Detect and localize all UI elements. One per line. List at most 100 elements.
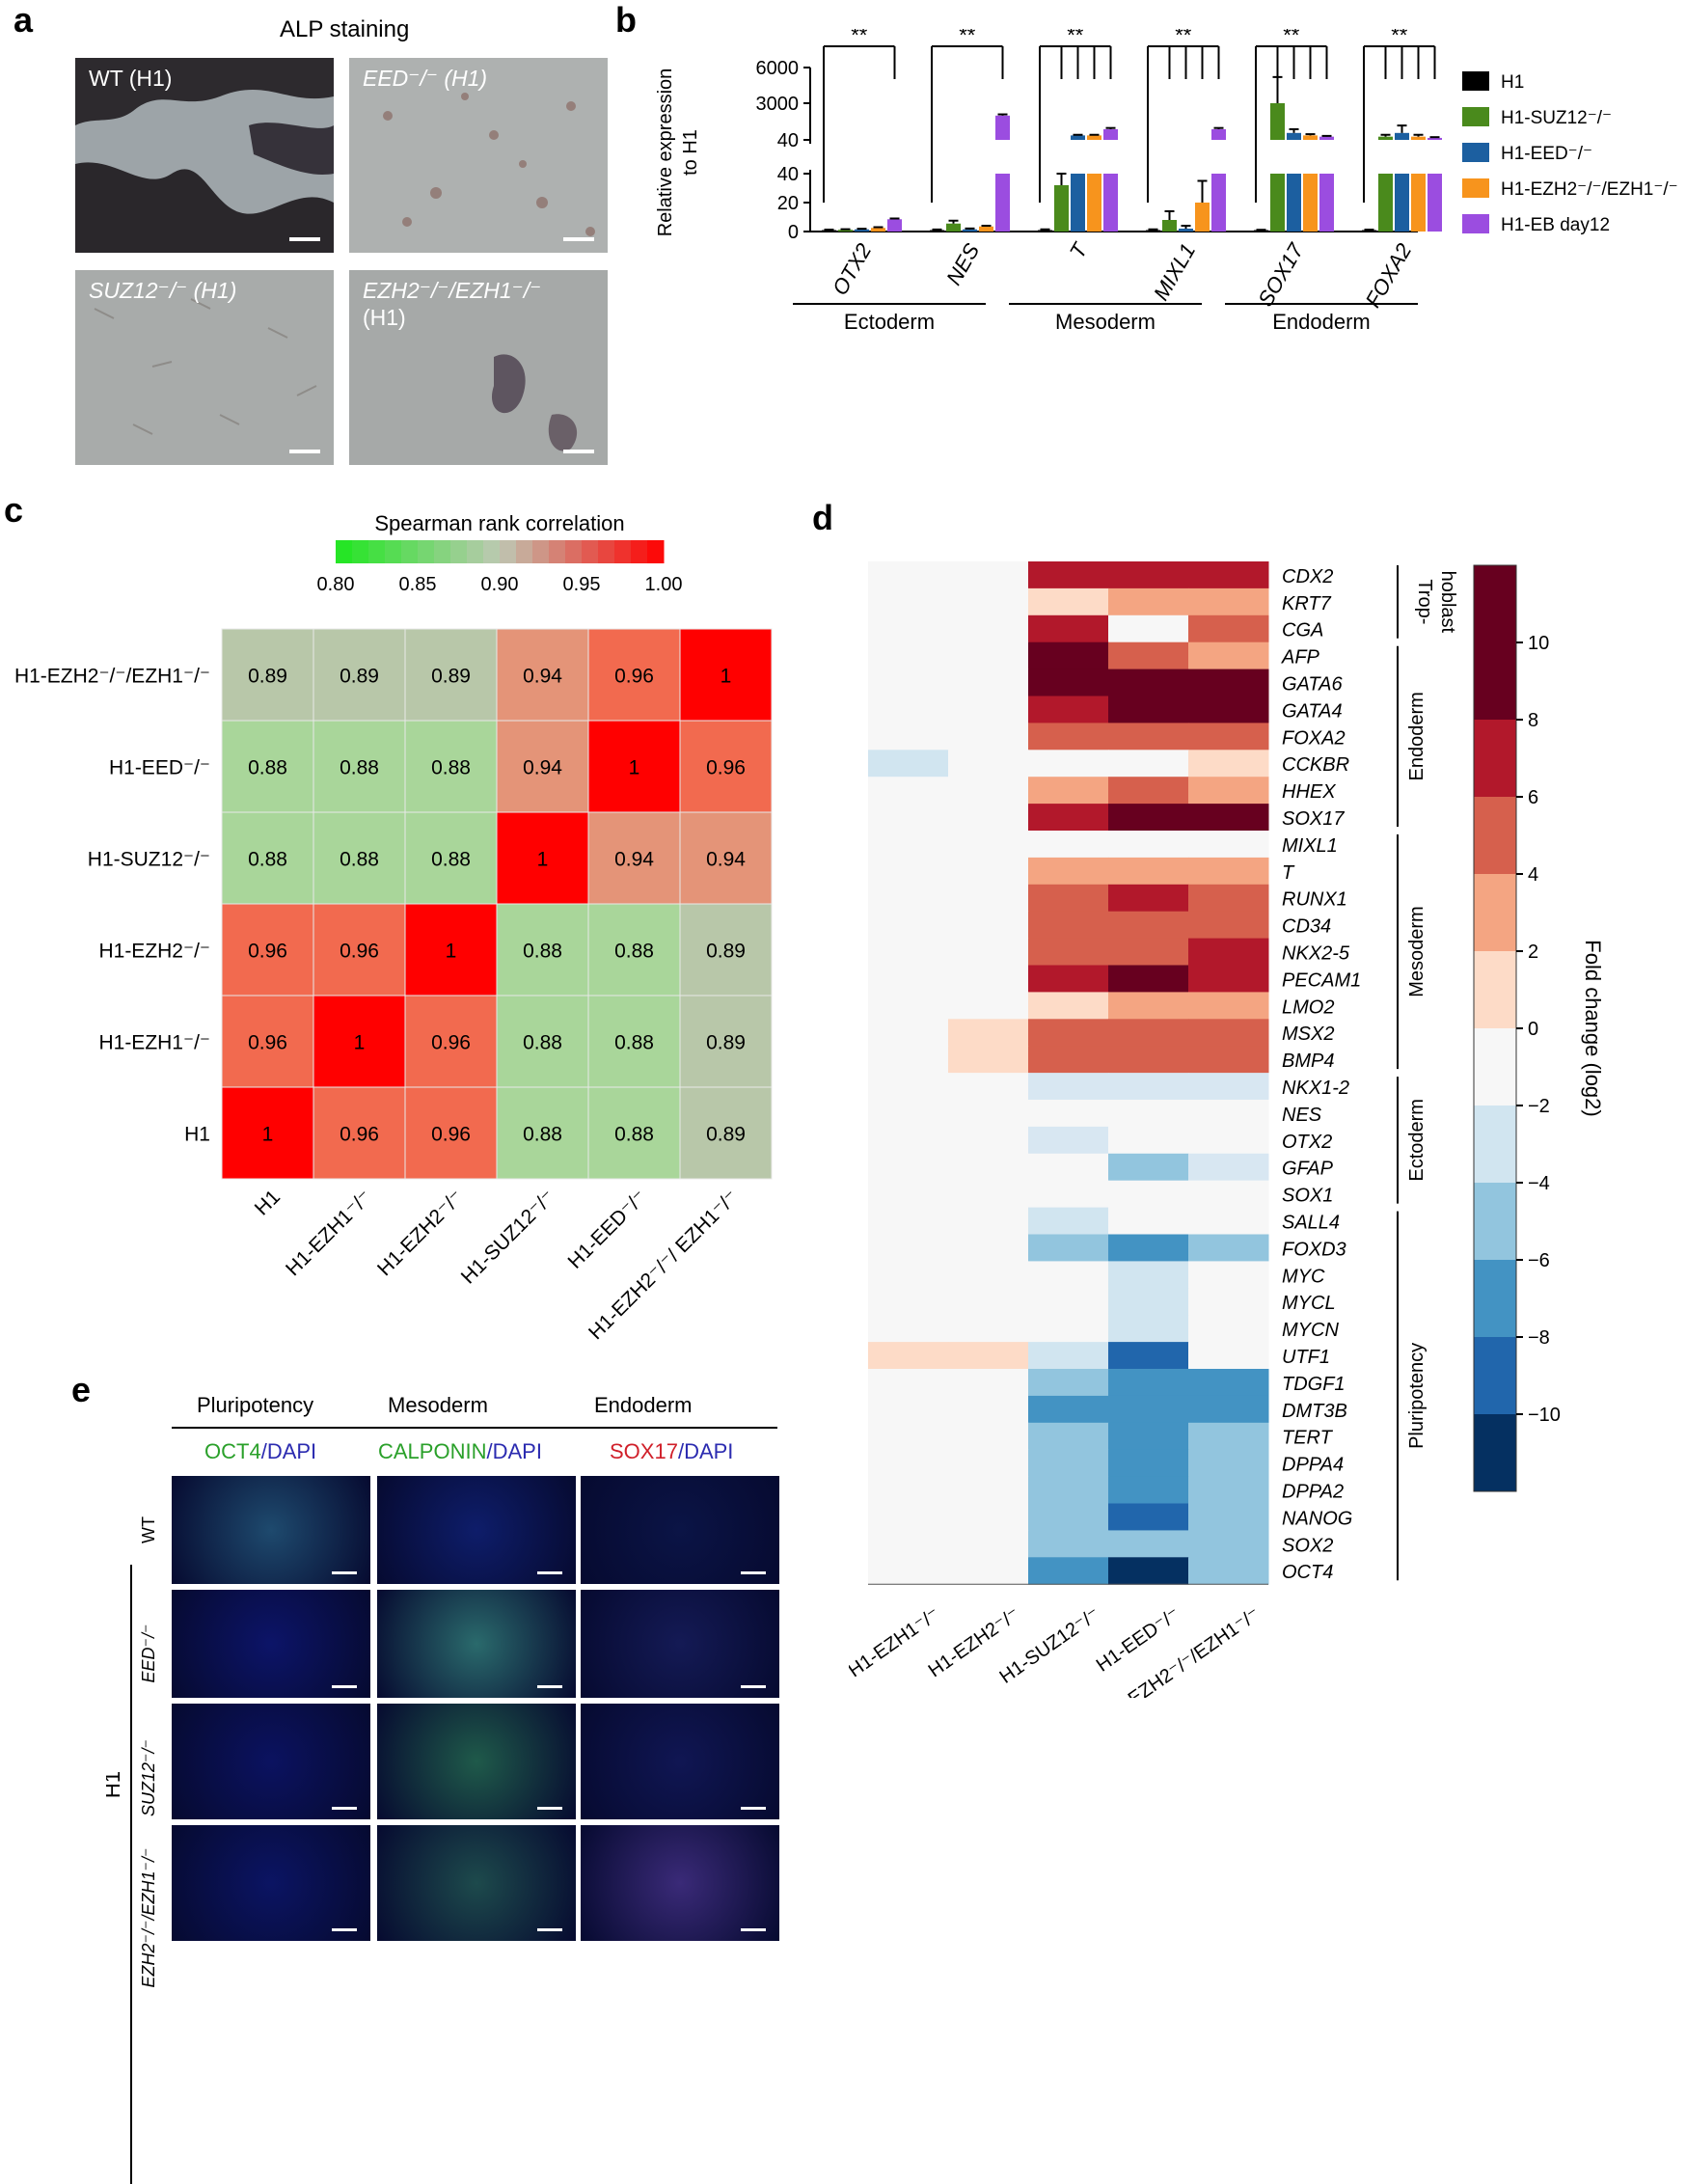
- b-bar-upper: [1303, 135, 1318, 140]
- c-cell-value: 0.94: [523, 666, 562, 688]
- d-heatmap-cell: [1188, 831, 1269, 859]
- c-colorbar-cell: [549, 540, 566, 563]
- scale-bar: [741, 1571, 766, 1574]
- d-heatmap-cell: [1188, 1422, 1269, 1451]
- alp-photo-ezh2-ezh1: EZH2⁻/⁻/EZH1⁻/⁻ (H1): [349, 270, 608, 465]
- b-bar-upper: [995, 115, 1010, 140]
- alp-label-eed: EED⁻/⁻ (H1): [363, 66, 488, 91]
- c-colorbar-cell: [352, 540, 369, 563]
- d-colorbar-cell: [1474, 1260, 1516, 1338]
- c-heatmap-cell: [404, 903, 498, 996]
- c-col-label: H1-SUZ12⁻/⁻: [457, 1186, 559, 1288]
- b-ytick-label: 6000: [756, 58, 800, 79]
- d-heatmap-cell: [1108, 1100, 1189, 1128]
- d-heatmap-cell: [1108, 1503, 1189, 1531]
- d-row-label: MYCL: [1282, 1293, 1336, 1314]
- d-colorbar-tick-label: −6: [1528, 1250, 1550, 1271]
- b-bar-upper: [1287, 132, 1301, 140]
- b-bar: [1428, 174, 1442, 232]
- d-heatmap-cell: [1188, 1153, 1269, 1182]
- d-heatmap-cell: [1108, 1395, 1189, 1424]
- if-image-tile: [377, 1590, 576, 1698]
- b-bar-upper: [1087, 135, 1101, 140]
- d-row-label: CDX2: [1282, 566, 1333, 587]
- if-image-tile: [581, 1590, 779, 1698]
- d-heatmap-cell: [1028, 1126, 1109, 1155]
- scale-bar: [741, 1807, 766, 1810]
- c-cell-value: 0.96: [431, 1032, 471, 1054]
- d-heatmap-cell: [1028, 1557, 1109, 1585]
- d-heatmap-cell: [948, 1234, 1029, 1262]
- b-bar: [855, 229, 869, 232]
- if-stain-calponin-marker: CALPONIN: [378, 1439, 487, 1463]
- d-heatmap-cell: [1108, 938, 1189, 966]
- d-heatmap-cell: [868, 857, 949, 886]
- d-heatmap-cell: [868, 1126, 949, 1155]
- b-germlayer-label: Ectoderm: [844, 310, 935, 334]
- c-colorbar-tick: 0.85: [399, 574, 437, 595]
- c-cell-value: 0.96: [248, 1032, 287, 1054]
- c-cell-value: 1: [721, 666, 732, 688]
- c-colorbar-tick: 0.95: [563, 574, 601, 595]
- b-bar: [1411, 174, 1426, 232]
- d-heatmap-cell: [1028, 831, 1109, 859]
- d-heatmap-cell: [1188, 750, 1269, 778]
- d-row-label: KRT7: [1282, 593, 1332, 614]
- d-heatmap-cell: [1028, 1019, 1109, 1047]
- d-heatmap-cell: [868, 1046, 949, 1074]
- d-row-label: NKX2-5: [1282, 943, 1350, 965]
- d-heatmap-cell: [1108, 1422, 1189, 1451]
- d-heatmap-cell: [948, 911, 1029, 940]
- d-row-label: LMO2: [1282, 996, 1334, 1018]
- if-head-endoderm: Endoderm: [594, 1393, 693, 1417]
- c-colorbar-cell: [401, 540, 419, 563]
- b-bar: [1319, 174, 1334, 232]
- c-colorbar-cell: [516, 540, 533, 563]
- d-heatmap-cell: [1108, 1342, 1189, 1370]
- b-bar: [1195, 203, 1210, 232]
- d-heatmap-cell: [948, 561, 1029, 589]
- d-heatmap-cell: [1028, 1234, 1109, 1262]
- b-bar-upper: [1071, 135, 1085, 140]
- d-colorbar-cell: [1474, 797, 1516, 875]
- c-colorbar-cell: [385, 540, 402, 563]
- d-row-label: UTF1: [1282, 1347, 1330, 1368]
- d-row-label: CD34: [1282, 916, 1331, 938]
- d-heatmap-cell: [1108, 669, 1189, 696]
- c-cell-value: 0.89: [706, 941, 746, 963]
- d-heatmap-cell: [1028, 1315, 1109, 1343]
- b-ytick-label: 3000: [756, 94, 800, 115]
- c-heatmap-cell: [221, 628, 314, 722]
- b-xtick-label: T: [1065, 238, 1093, 262]
- d-heatmap-cell: [868, 1422, 949, 1451]
- d-heatmap-cell: [1028, 857, 1109, 886]
- d-colorbar-tick-label: −8: [1528, 1327, 1550, 1349]
- c-row-label: H1-EED⁻/⁻: [109, 757, 210, 779]
- d-heatmap-cell: [868, 965, 949, 993]
- panel-d-chart: CDX2 KRT7 CGA AFP GATA6 GATA4 FOXA2 CCKBR HHEX SO…: [849, 561, 1605, 1698]
- d-heatmap-cell: [868, 1449, 949, 1478]
- d-row-label: AFP: [1281, 647, 1320, 669]
- c-cell-value: 0.96: [431, 1124, 471, 1146]
- d-row-label: MYCN: [1282, 1320, 1339, 1341]
- if-stain-calponin-dapi: DAPI: [492, 1439, 542, 1463]
- d-heatmap-cell: [948, 1288, 1029, 1316]
- c-colorbar-cell: [631, 540, 648, 563]
- b-bar: [995, 174, 1010, 232]
- c-colorbar-cell: [434, 540, 451, 563]
- c-cell-value: 0.94: [706, 849, 746, 871]
- d-heatmap-cell: [1028, 804, 1109, 832]
- d-heatmap-cell: [1188, 1180, 1269, 1209]
- d-heatmap-cell: [1028, 1395, 1109, 1424]
- d-heatmap-cell: [1188, 587, 1269, 616]
- b-bar-upper: [1428, 137, 1442, 140]
- d-row-label: MIXL1: [1282, 835, 1338, 857]
- b-bar-upper: [1211, 128, 1226, 140]
- b-ytick-label: 40: [777, 164, 799, 185]
- if-row-label-eed: EED⁻/⁻: [139, 1624, 158, 1682]
- c-colorbar-title: Spearman rank correlation: [374, 511, 624, 535]
- if-image-grid: [172, 1476, 779, 2055]
- b-bar: [1103, 174, 1118, 232]
- d-heatmap-cell: [1028, 1100, 1109, 1128]
- c-heatmap-cell: [496, 995, 589, 1088]
